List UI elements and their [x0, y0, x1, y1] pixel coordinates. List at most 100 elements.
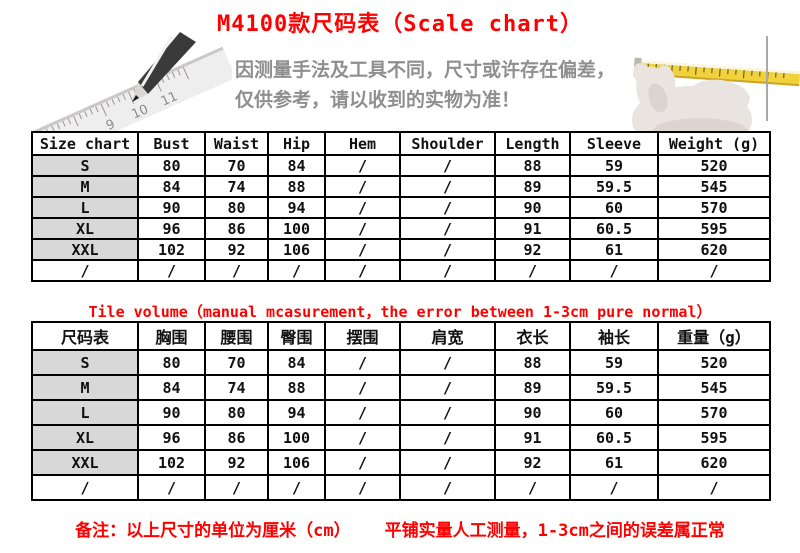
- table-row: XXL 102 92 106//92 61 620: [31, 449, 771, 476]
- table-cell: /: [324, 399, 401, 426]
- table-cell: 74: [204, 374, 269, 401]
- column-header: Hem: [324, 131, 401, 156]
- table-cell: /: [324, 424, 401, 451]
- table-cell: /: [137, 474, 206, 501]
- table-row: / / / / / / / / /: [31, 259, 771, 282]
- table-cell: 100: [267, 217, 326, 240]
- column-header: Shoulder: [399, 131, 496, 156]
- table-cell: /: [569, 259, 659, 282]
- row-header-cell: /: [31, 259, 139, 282]
- column-header: 摆围: [324, 321, 401, 351]
- column-header: Size chart: [31, 131, 139, 156]
- table-cell: 89: [494, 374, 571, 401]
- table-cell: 595: [657, 424, 771, 451]
- table-cell: 60.5: [569, 217, 659, 240]
- row-header-cell: XL: [31, 217, 139, 240]
- table-cell: 80: [137, 349, 206, 376]
- row-header-cell: S: [31, 349, 139, 376]
- table-cell: 90: [494, 399, 571, 426]
- table-cell: 59: [569, 154, 659, 177]
- table-cell: 70: [204, 349, 269, 376]
- column-header: Bust: [137, 131, 206, 156]
- table-cell: /: [324, 374, 401, 401]
- table-cell: 90: [494, 196, 571, 219]
- disclaimer-line-2: 仅供参考，请以收到的实物为准！: [235, 90, 521, 111]
- table-cell: /: [399, 424, 496, 451]
- column-header: 衣长: [494, 321, 571, 351]
- row-header-cell: XXL: [31, 449, 139, 476]
- table-cell: 92: [494, 238, 571, 261]
- table-cell: /: [399, 259, 496, 282]
- column-header: Sleeve: [569, 131, 659, 156]
- row-header-cell: M: [31, 175, 139, 198]
- table-row: XL 96 86 100//91 60.5 595: [31, 217, 771, 240]
- table-row: L 90 80 94//90 60 570: [31, 196, 771, 219]
- tile-volume-note: Tile volume（manual mcasurement，the error…: [88, 303, 712, 321]
- size-table-chinese: 尺码表 胸围 腰围 臀围 摆围 肩宽 衣长 袖长 重量（g） S 80 70 84//88 59 520 M…: [31, 321, 771, 501]
- column-header: 肩宽: [399, 321, 496, 351]
- table-cell: 91: [494, 217, 571, 240]
- table-cell: /: [569, 474, 659, 501]
- table-cell: 59: [569, 349, 659, 376]
- table-cell: 595: [657, 217, 771, 240]
- measurement-disclaimer-text: 因测量手法及工具不同，尺寸或许存在偏差， 仅供参考，请以收到的实物为准！: [235, 56, 655, 116]
- table-cell: 92: [204, 449, 269, 476]
- table-cell: 80: [204, 399, 269, 426]
- table-cell: 91: [494, 424, 571, 451]
- table-cell: 70: [204, 154, 269, 177]
- table-cell: 545: [657, 175, 771, 198]
- table-cell: 80: [204, 196, 269, 219]
- table-cell: 102: [137, 238, 206, 261]
- table-cell: 61: [569, 449, 659, 476]
- disclaimer-line-1: 因测量手法及工具不同，尺寸或许存在偏差，: [235, 60, 616, 81]
- table-cell: /: [324, 259, 401, 282]
- table-cell: /: [657, 474, 771, 501]
- table-cell: /: [399, 474, 496, 501]
- table-cell: 620: [657, 238, 771, 261]
- table-cell: 60.5: [569, 424, 659, 451]
- table-cell: /: [267, 474, 326, 501]
- table-cell: 92: [204, 238, 269, 261]
- table-row: XXL 102 92 106//92 61 620: [31, 238, 771, 261]
- column-header: 胸围: [137, 321, 206, 351]
- footer-remark: 备注：以上尺寸的单位为厘米（cm） 平铺实量人工测量，1-3cm之间的误差属正常: [0, 516, 800, 541]
- table-row: XL 96 86 100//91 60.5 595: [31, 424, 771, 451]
- hand-tape-measure-illustration: [632, 57, 800, 135]
- table-row: M 84 74 88//89 59.5 545: [31, 175, 771, 198]
- table-cell: 106: [267, 449, 326, 476]
- table-cell: /: [137, 259, 206, 282]
- table-cell: /: [399, 196, 496, 219]
- table-cell: /: [657, 259, 771, 282]
- table-cell: /: [324, 217, 401, 240]
- table-cell: 61: [569, 238, 659, 261]
- table-cell: /: [324, 349, 401, 376]
- row-header-cell: M: [31, 374, 139, 401]
- size-table-english-header: Size chart Bust Waist Hip Hem Shoulder Length S…: [31, 131, 771, 156]
- table-cell: 92: [494, 449, 571, 476]
- table-cell: /: [204, 259, 269, 282]
- table-cell: 620: [657, 449, 771, 476]
- table-cell: /: [399, 449, 496, 476]
- table-cell: /: [324, 196, 401, 219]
- column-header: Hip: [267, 131, 326, 156]
- size-table-english: Size chart Bust Waist Hip Hem Shoulder Length S…: [31, 131, 771, 282]
- table-cell: 90: [137, 196, 206, 219]
- table-cell: /: [324, 474, 401, 501]
- row-header-cell: XL: [31, 424, 139, 451]
- table-cell: 106: [267, 238, 326, 261]
- header-row: 尺码表 胸围 腰围 臀围 摆围 肩宽 衣长 袖长 重量（g）: [31, 321, 771, 351]
- footer-remark-tolerance: 平铺实量人工测量，1-3cm之间的误差属正常: [384, 521, 725, 541]
- table-cell: /: [324, 154, 401, 177]
- measurement-notice-banner: 9 10 11 因测量手法及工具不同，尺寸或许存在偏差， 仅供参考，请以收到的实…: [0, 32, 800, 135]
- table-cell: 520: [657, 154, 771, 177]
- table-row: S 80 70 84//88 59 520: [31, 154, 771, 177]
- table-row: S 80 70 84//88 59 520: [31, 349, 771, 376]
- row-header-cell: /: [31, 474, 139, 501]
- table-cell: 89: [494, 175, 571, 198]
- svg-text:11: 11: [159, 89, 180, 109]
- table-cell: /: [399, 399, 496, 426]
- row-header-cell: L: [31, 196, 139, 219]
- table-cell: 80: [137, 154, 206, 177]
- table-cell: 59.5: [569, 374, 659, 401]
- table-cell: 60: [569, 196, 659, 219]
